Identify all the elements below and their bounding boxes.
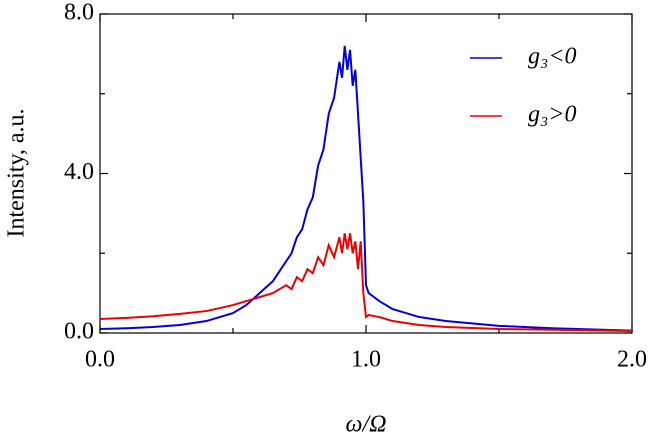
- data-line: [99, 45, 633, 332]
- y-tick-label: 8.0: [64, 0, 94, 26]
- x-tick-label: 2.0: [617, 347, 647, 373]
- x-axis-label: ω/Ω: [346, 412, 387, 438]
- legend-label: g₃>0: [528, 102, 577, 128]
- x-tick-label: 0.0: [85, 347, 115, 373]
- y-axis-label: Intensity, a.u.: [4, 108, 30, 237]
- y-tick-label: 0.0: [64, 319, 94, 345]
- data-line: [99, 233, 633, 333]
- y-tick-label: 4.0: [64, 159, 94, 185]
- legend-label: g₃<0: [528, 44, 577, 70]
- x-tick-label: 1.0: [351, 347, 381, 373]
